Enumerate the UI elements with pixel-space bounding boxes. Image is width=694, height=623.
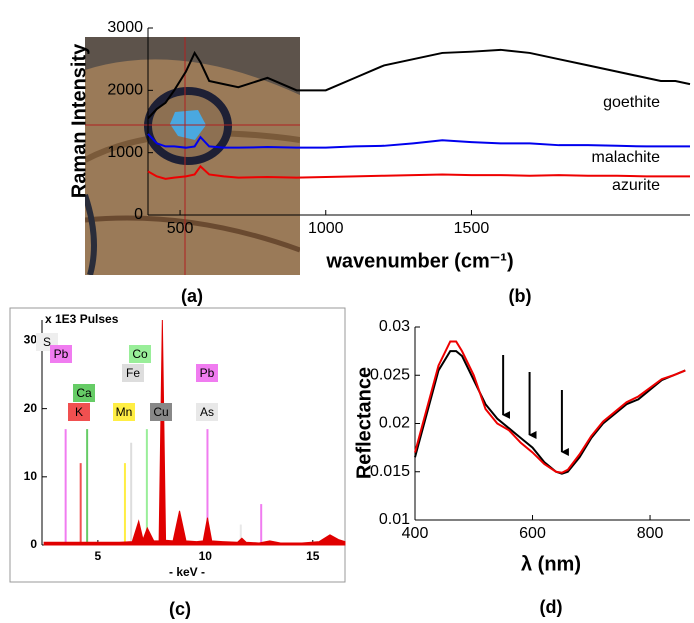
y-tick-label: 0 [30,537,37,551]
chart-title: x 1E3 Pulses [45,312,119,326]
x-axis-label: - keV - [169,565,205,579]
y-tick-label: 0.03 [379,318,410,335]
x-axis-label: wavenumber (cm⁻¹) [325,250,513,272]
series-label: malachite [592,149,661,166]
element-label: Ca [76,386,92,400]
element-box [129,345,151,363]
x-tick-label: 1500 [454,220,490,237]
element-label: Fe [126,366,140,380]
spectrum [43,319,346,546]
x-tick-label: 10 [199,549,213,563]
x-tick-label: 1000 [308,220,344,237]
y-tick-label: 1000 [107,144,143,161]
series-label: azurite [612,177,660,194]
series-label: goethite [603,94,660,111]
x-tick-label: 5 [95,549,102,563]
element-box [196,403,218,421]
panel-label: (b) [509,286,532,306]
element-label: S [43,335,51,349]
y-tick-label: 0.025 [370,366,410,383]
y-tick-label: 10 [24,469,38,483]
y-tick-label: 0.015 [370,463,410,480]
element-label: As [200,405,214,419]
y-tick-label: 30 [24,333,38,347]
line [147,133,690,149]
element-label: Pb [200,366,215,380]
x-tick-label: 600 [519,525,546,542]
x-tick-label: 800 [637,525,664,542]
element-label: Co [132,347,148,361]
panel-label: (a) [181,286,203,306]
x-tick-label: 15 [306,549,320,563]
panel-label: (d) [540,597,563,617]
y-tick-label: 20 [24,401,38,415]
element-label: Cu [153,405,168,419]
line [147,164,690,180]
element-box [50,345,72,363]
element-box [68,403,90,421]
y-axis-label: Raman Intensity [68,43,90,198]
y-tick-label: 0.02 [379,415,410,432]
y-tick-label: 3000 [107,19,143,36]
line [414,340,686,474]
element-label: Mn [116,405,133,419]
line [147,48,691,120]
element-box [196,364,218,382]
element-box [113,403,135,421]
photo [85,37,300,275]
y-tick-label: 2000 [107,82,143,99]
panel-label: (c) [169,599,191,619]
x-axis-label: λ (nm) [521,553,581,575]
y-tick-label: 0 [134,206,143,223]
line [414,350,686,475]
x-tick-label: 400 [402,525,429,542]
y-tick-label: 0.01 [379,511,410,528]
element-label: K [75,405,83,419]
panel-frame [9,307,346,583]
element-box [73,384,95,402]
element-label: Pb [54,347,69,361]
element-box [122,364,144,382]
element-box [150,403,172,421]
y-axis-label: Reflectance [353,367,375,479]
x-tick-label: 500 [167,220,194,237]
